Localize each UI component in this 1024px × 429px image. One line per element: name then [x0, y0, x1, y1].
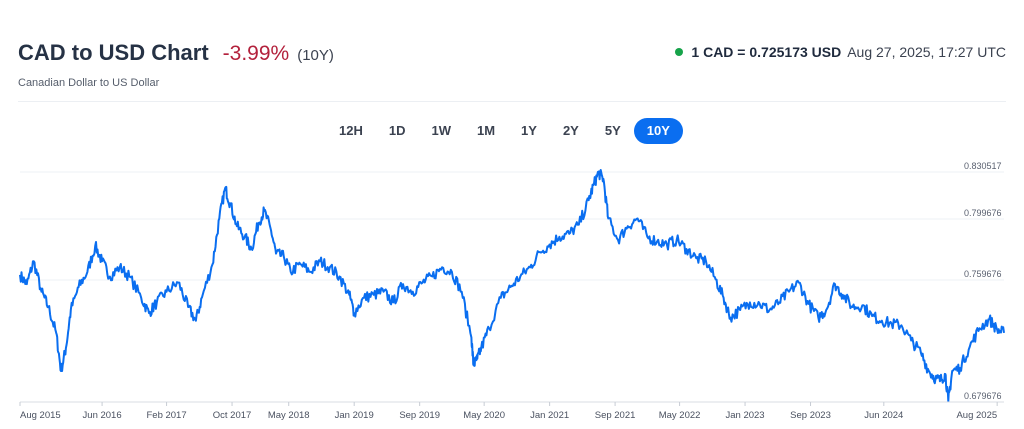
x-tick-label: Jan 2023	[726, 410, 765, 421]
y-tick-label: 0.799676	[964, 208, 1002, 218]
live-status-dot	[675, 48, 684, 56]
tab-5y[interactable]: 5Y	[604, 123, 621, 138]
title-row: CAD to USD Chart -3.99% (10Y)	[18, 40, 1006, 66]
header-divider	[18, 101, 1006, 102]
chart-header: CAD to USD Chart -3.99% (10Y)	[18, 40, 1006, 66]
x-tick-label: Aug 2015	[20, 410, 61, 421]
rate-timestamp: Aug 27, 2025, 17:27 UTC	[847, 44, 1006, 60]
x-tick-label: Aug 2025	[956, 410, 997, 421]
x-tick-label: Sep 2019	[399, 410, 440, 421]
x-tick-label: Sep 2023	[790, 410, 831, 421]
page-subtitle: Canadian Dollar to US Dollar	[18, 77, 160, 89]
x-axis: Aug 2015 Jun 2016 Feb 2017 Oct 2017 May 2018…	[19, 402, 998, 421]
tab-1y[interactable]: 1Y	[521, 123, 537, 138]
current-rate: 1 CAD = 0.725173 USD	[691, 44, 842, 60]
x-tick-label: Oct 2017	[213, 410, 252, 421]
tab-10y[interactable]: 10Y	[633, 118, 683, 144]
price-chart: 0.830517 0.799676 0.759676 0.679676 Aug 201…	[19, 161, 1005, 421]
x-tick-label: May 2018	[268, 410, 310, 421]
tab-1m[interactable]: 1M	[476, 123, 496, 138]
range-tabs: 12H 1D 1W 1M 1Y 2Y 5Y 10Y	[326, 118, 683, 144]
y-tick-label: 0.759676	[964, 269, 1002, 279]
x-tick-label: Jan 2021	[530, 410, 569, 421]
x-tick-label: Sep 2021	[595, 410, 636, 421]
period-label: (10Y)	[297, 47, 334, 64]
page-title: CAD to USD Chart	[18, 40, 209, 65]
tab-1d[interactable]: 1D	[388, 123, 406, 138]
y-axis: 0.830517 0.799676 0.759676 0.679676	[964, 161, 1002, 401]
x-tick-label: Jun 2024	[864, 410, 903, 421]
rate-readout: 1 CAD = 0.725173 USD Aug 27, 2025, 17:27…	[675, 44, 1006, 60]
price-series-line	[19, 169, 1005, 403]
y-tick-label: 0.830517	[964, 161, 1002, 171]
tab-1w[interactable]: 1W	[431, 123, 451, 138]
x-tick-label: May 2022	[659, 410, 701, 421]
tab-12h[interactable]: 12H	[339, 123, 363, 138]
x-tick-label: May 2020	[463, 410, 505, 421]
x-tick-label: Jun 2016	[83, 410, 122, 421]
tab-2y[interactable]: 2Y	[562, 123, 579, 138]
y-tick-label: 0.679676	[964, 391, 1002, 401]
percent-change: -3.99%	[222, 42, 290, 65]
x-tick-label: Feb 2017	[146, 410, 186, 421]
x-tick-label: Jan 2019	[335, 410, 374, 421]
